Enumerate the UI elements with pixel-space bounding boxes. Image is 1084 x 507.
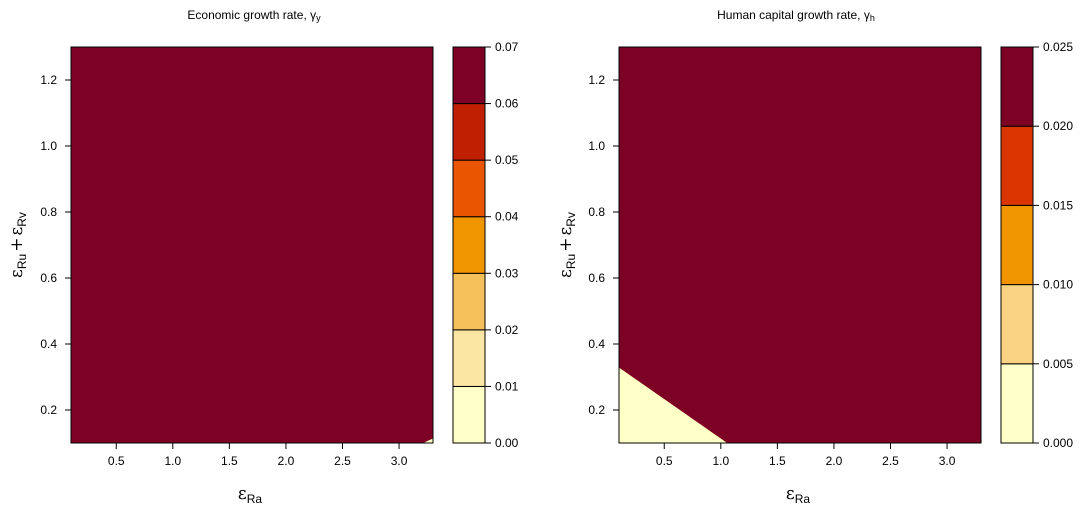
y-tick-label: 0.6: [588, 271, 605, 285]
left-color-key-axis: 0.00 0.01 0.02 0.03 0.04 0.05 0.06 0.07: [485, 40, 519, 450]
right-chart-title: Human capital growth rate, γh: [717, 8, 875, 23]
x-tick-label: 1.0: [164, 454, 181, 468]
color-key-label: 0.01: [495, 379, 519, 393]
right-color-key-frame: [1000, 46, 1034, 444]
left-color-key: [452, 46, 486, 444]
color-key-label: 0.010: [1043, 278, 1073, 292]
color-key-label: 0.000: [1043, 436, 1073, 450]
y-tick-label: 1.2: [40, 73, 57, 87]
left-plot-frame: [70, 46, 434, 444]
color-key-swatch: [1000, 284, 1034, 365]
color-key-swatch: [1000, 46, 1034, 127]
color-key-label: 0.05: [495, 153, 519, 167]
left-y-axis: 0.2 0.4 0.6 0.8 1.0 1.2: [40, 73, 71, 417]
left-chart: Economic growth rate, γy 0.5 1.0 1.5 2.0 2.5…: [7, 8, 519, 506]
color-key-label: 0.04: [495, 210, 519, 224]
right-x-axis: 0.5 1.0 1.5 2.0 2.5 3.0: [656, 443, 956, 468]
left-x-axis: 0.5 1.0 1.5 2.0 2.5 3.0: [108, 443, 408, 468]
y-tick-label: 0.2: [40, 403, 57, 417]
x-tick-label: 2.0: [826, 454, 843, 468]
x-tick-label: 2.5: [334, 454, 351, 468]
contour-band: [70, 46, 434, 444]
left-x-axis-label: εRa: [238, 484, 262, 506]
y-tick-label: 1.0: [588, 139, 605, 153]
contour-band: [618, 46, 982, 444]
color-key-label: 0.07: [495, 40, 519, 54]
x-tick-label: 0.5: [656, 454, 673, 468]
y-tick-label: 0.2: [588, 403, 605, 417]
y-tick-label: 0.6: [40, 271, 57, 285]
right-contour-fills: [618, 46, 982, 444]
right-x-axis-label: εRa: [786, 484, 810, 506]
color-key-label: 0.00: [495, 436, 519, 450]
color-key-label: 0.025: [1043, 40, 1073, 54]
right-y-axis: 0.2 0.4 0.6 0.8 1.0 1.2: [588, 73, 619, 417]
color-key-swatch: [452, 385, 486, 444]
color-key-swatch: [452, 103, 486, 161]
y-tick-label: 0.4: [40, 337, 57, 351]
x-tick-label: 2.5: [882, 454, 899, 468]
color-key-swatch: [452, 46, 486, 105]
y-tick-label: 1.2: [588, 73, 605, 87]
color-key-label: 0.03: [495, 266, 519, 280]
left-y-axis-label: εRu+εRv: [7, 212, 29, 278]
x-tick-label: 3.0: [391, 454, 408, 468]
x-tick-label: 2.0: [278, 454, 295, 468]
color-key-label: 0.015: [1043, 198, 1073, 212]
left-chart-title: Economic growth rate, γy: [187, 8, 321, 23]
color-key-swatch: [452, 159, 486, 218]
color-key-label: 0.005: [1043, 357, 1073, 371]
x-tick-label: 3.0: [939, 454, 956, 468]
y-tick-label: 0.4: [588, 337, 605, 351]
x-tick-label: 1.5: [769, 454, 786, 468]
left-color-key-frame: [452, 46, 486, 444]
y-tick-label: 0.8: [588, 205, 605, 219]
color-key-label: 0.020: [1043, 119, 1073, 133]
color-key-swatch: [1000, 125, 1034, 206]
color-key-swatch: [452, 272, 486, 331]
right-plot-frame: [618, 46, 982, 444]
right-y-axis-label: εRu+εRv: [556, 212, 578, 278]
y-tick-label: 0.8: [40, 205, 57, 219]
x-tick-label: 1.0: [712, 454, 729, 468]
color-key-swatch: [1000, 204, 1034, 286]
left-contour-fills: [70, 46, 434, 444]
color-key-swatch: [452, 216, 486, 274]
color-key-swatch: [452, 329, 486, 387]
color-key-swatch: [1000, 363, 1034, 444]
color-key-label: 0.06: [495, 97, 519, 111]
x-tick-label: 0.5: [108, 454, 125, 468]
right-color-key-axis: 0.000 0.005 0.010 0.015 0.020 0.025: [1033, 40, 1073, 450]
x-tick-label: 1.5: [221, 454, 238, 468]
right-color-key: [1000, 46, 1034, 444]
right-chart: Human capital growth rate, γh 0.5 1.0 1.5 2…: [556, 8, 1073, 506]
y-tick-label: 1.0: [40, 139, 57, 153]
color-key-label: 0.02: [495, 323, 519, 337]
